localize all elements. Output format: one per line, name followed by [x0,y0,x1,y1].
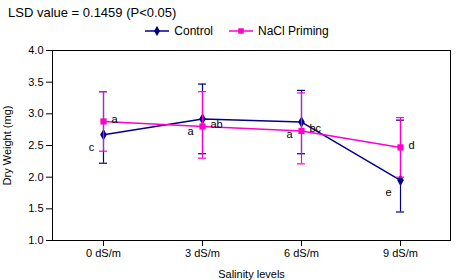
svg-text:a: a [112,113,119,125]
svg-text:Salinity levels: Salinity levels [218,268,285,280]
html-text:NaCl Priming: NaCl Priming [258,24,329,38]
svg-text:bc: bc [310,122,322,134]
svg-text:9 dS/m: 9 dS/m [383,247,418,259]
svg-text:2.0: 2.0 [28,171,43,183]
svg-text:1.5: 1.5 [28,202,43,214]
svg-text:6 dS/m: 6 dS/m [284,247,319,259]
svg-text:3 dS/m: 3 dS/m [185,247,220,259]
svg-text:4.0: 4.0 [28,44,43,56]
svg-text:d: d [409,139,415,151]
svg-text:0 dS/m: 0 dS/m [86,247,121,259]
svg-text:e: e [385,186,391,198]
svg-text:c: c [89,141,95,153]
html-text:Control: Control [174,24,213,38]
svg-text:a: a [187,124,194,137]
svg-text:3.5: 3.5 [28,76,43,88]
svg-text:3.0: 3.0 [28,107,43,119]
svg-text:ab: ab [211,118,223,130]
svg-text:2.5: 2.5 [28,139,43,151]
html-text:LSD value = 0.1459 (P<0.05): LSD value = 0.1459 (P<0.05) [8,5,177,20]
svg-text:Dry Weight (mg): Dry Weight (mg) [1,106,13,186]
svg-text:1.0: 1.0 [28,234,43,246]
svg-text:a: a [286,127,293,140]
